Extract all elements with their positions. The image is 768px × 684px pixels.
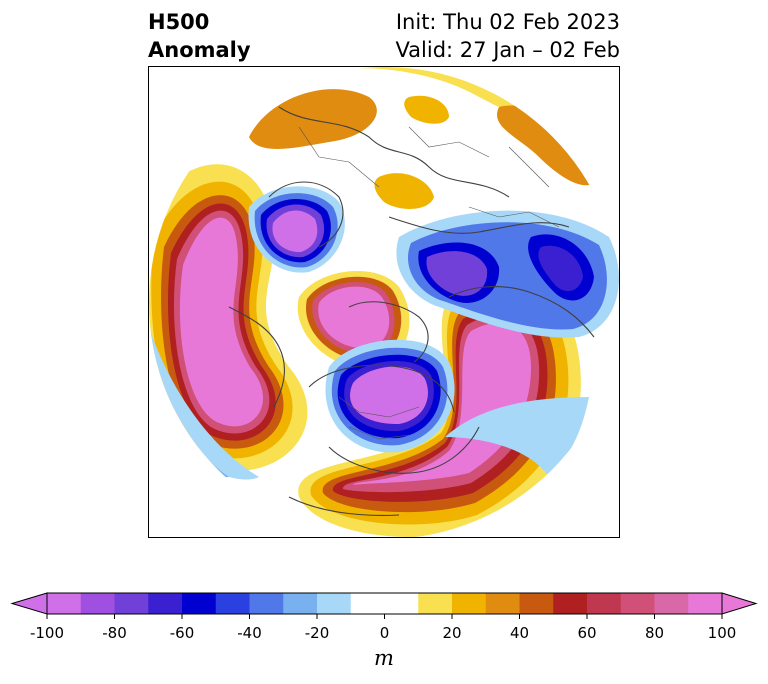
colorbar-tick-label: -20 — [304, 624, 330, 642]
title-variable: H500 — [148, 10, 210, 34]
colorbar-segment — [654, 593, 689, 614]
anomaly-map — [149, 67, 619, 537]
colorbar-segment — [418, 593, 453, 614]
colorbar-segment — [317, 593, 352, 614]
colorbar-segment — [519, 593, 554, 614]
colorbar-segment — [587, 593, 622, 614]
chart-title-left: H500 Anomaly — [148, 8, 251, 64]
positive-anomaly-pacific — [298, 281, 581, 537]
country-borders — [298, 126, 560, 440]
colorbar-tick-label: -40 — [237, 624, 262, 642]
colorbar-segment — [182, 593, 217, 614]
colorbar-tick-label: 100 — [707, 624, 737, 642]
colorbar-tick-label: -80 — [102, 624, 127, 642]
title-valid-period: Valid: 27 Jan – 02 Feb — [395, 38, 620, 62]
chart-title-right: Init: Thu 02 Feb 2023 Valid: 27 Jan – 02… — [300, 8, 620, 64]
colorbar-ticks — [46, 614, 723, 619]
colorbar-segment — [114, 593, 149, 614]
colorbar-segment — [47, 593, 82, 614]
colorbar-extend-low — [10, 592, 48, 615]
colorbar-tick-label: 60 — [577, 624, 597, 642]
colorbar — [10, 592, 758, 619]
colorbar-segment — [688, 593, 723, 614]
colorbar-segment — [350, 593, 419, 614]
coastlines — [228, 106, 595, 516]
colorbar-segment — [249, 593, 284, 614]
colorbar-unit-label: m — [374, 646, 394, 670]
colorbar-segment — [283, 593, 318, 614]
colorbar-tick-label: 40 — [509, 624, 530, 642]
colorbar-segment — [452, 593, 487, 614]
colorbar-segment — [148, 593, 183, 614]
colorbar-tick-label: -100 — [29, 624, 65, 642]
negative-anomaly-canada — [325, 339, 455, 453]
title-init-time: Init: Thu 02 Feb 2023 — [395, 10, 620, 34]
colorbar-segment — [485, 593, 520, 614]
colorbar-segment — [215, 593, 250, 614]
colorbar-extend-high — [721, 592, 758, 615]
colorbar-tick-label: 20 — [442, 624, 462, 642]
title-field-type: Anomaly — [148, 38, 251, 62]
negative-anomaly-europe — [248, 186, 345, 273]
colorbar-tick-label: -60 — [169, 624, 195, 642]
negative-anomaly-asia — [396, 210, 619, 477]
colorbar-tick-label: 80 — [644, 624, 665, 642]
colorbar-segment — [620, 593, 655, 614]
colorbar-segments — [47, 593, 723, 614]
colorbar-segment — [80, 593, 115, 614]
map-panel — [148, 66, 620, 538]
colorbar-tick-label: 0 — [379, 624, 390, 642]
colorbar-segment — [553, 593, 588, 614]
